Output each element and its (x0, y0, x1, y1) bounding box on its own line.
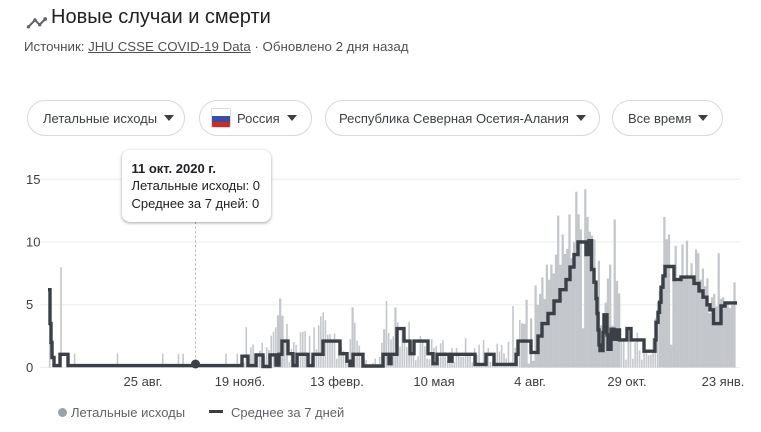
svg-text:0: 0 (26, 360, 33, 375)
svg-text:15: 15 (26, 172, 40, 187)
svg-text:25 авг.: 25 авг. (124, 374, 163, 389)
svg-text:23 янв.: 23 янв. (702, 374, 745, 389)
svg-text:13 февр.: 13 февр. (310, 374, 364, 389)
svg-text:4 авг.: 4 авг. (514, 374, 546, 389)
svg-text:29 окт.: 29 окт. (607, 374, 646, 389)
svg-text:10: 10 (26, 235, 40, 250)
svg-text:5: 5 (26, 297, 33, 312)
svg-text:10 мая: 10 мая (413, 374, 454, 389)
svg-text:19 нояб.: 19 нояб. (215, 374, 266, 389)
